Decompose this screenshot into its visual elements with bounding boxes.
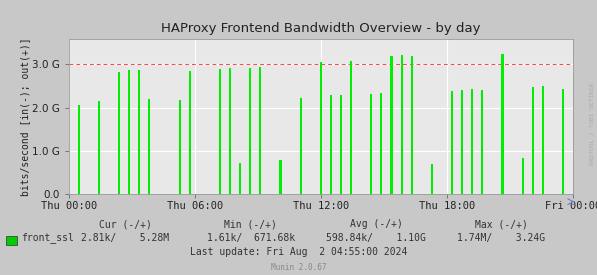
Text: front_ssl: front_ssl: [21, 232, 74, 243]
Bar: [542, 86, 544, 194]
Bar: [279, 160, 282, 194]
Text: 2.81k/    5.28M: 2.81k/ 5.28M: [81, 233, 170, 243]
Bar: [340, 95, 342, 194]
Bar: [229, 68, 231, 194]
Text: Min (-/+): Min (-/+): [224, 219, 277, 229]
Bar: [259, 67, 261, 194]
Text: 1.74M/    3.24G: 1.74M/ 3.24G: [457, 233, 546, 243]
Bar: [370, 94, 373, 194]
Text: Max (-/+): Max (-/+): [475, 219, 528, 229]
Bar: [239, 163, 241, 194]
Bar: [501, 54, 503, 194]
Bar: [98, 101, 100, 194]
Bar: [461, 90, 463, 194]
Bar: [330, 95, 332, 194]
Text: 598.84k/    1.10G: 598.84k/ 1.10G: [326, 233, 426, 243]
Text: RRDTOOL / TOBI OETIKER: RRDTOOL / TOBI OETIKER: [589, 82, 594, 165]
Text: 1.61k/  671.68k: 1.61k/ 671.68k: [207, 233, 295, 243]
Text: Cur (-/+): Cur (-/+): [99, 219, 152, 229]
Bar: [532, 87, 534, 194]
Bar: [249, 68, 251, 194]
Bar: [451, 91, 453, 194]
Bar: [522, 158, 524, 194]
Y-axis label: bits/second [in(-); out(+)]: bits/second [in(-); out(+)]: [20, 37, 30, 196]
Bar: [471, 89, 473, 194]
Text: Avg (-/+): Avg (-/+): [350, 219, 402, 229]
Bar: [562, 89, 564, 194]
Bar: [380, 93, 383, 194]
Bar: [350, 61, 352, 194]
Bar: [390, 56, 393, 194]
Bar: [320, 62, 322, 194]
Bar: [189, 71, 191, 194]
Bar: [401, 55, 402, 194]
Bar: [128, 70, 130, 194]
Bar: [148, 99, 150, 194]
Bar: [411, 56, 413, 194]
Text: Last update: Fri Aug  2 04:55:00 2024: Last update: Fri Aug 2 04:55:00 2024: [190, 247, 407, 257]
Bar: [300, 98, 301, 194]
Bar: [481, 90, 484, 194]
Bar: [139, 70, 140, 194]
Text: Munin 2.0.67: Munin 2.0.67: [271, 263, 326, 272]
Bar: [78, 105, 80, 194]
Bar: [219, 69, 221, 194]
Bar: [431, 164, 433, 194]
Title: HAProxy Frontend Bandwidth Overview - by day: HAProxy Frontend Bandwidth Overview - by…: [161, 21, 481, 35]
Bar: [179, 100, 181, 194]
Bar: [118, 72, 120, 194]
